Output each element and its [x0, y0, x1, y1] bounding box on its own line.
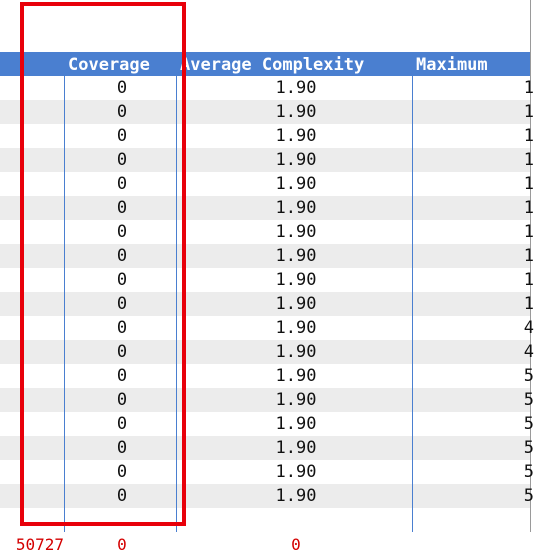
coverage-cell: 0 [116, 366, 128, 386]
coverage-cell: 0 [116, 318, 128, 338]
metrics-table-body: 0 1.90 1 0 1.90 1 0 1.90 1 0 1.90 1 0 1.90 1 0 1.90 1 0 1.9… [0, 76, 534, 532]
column-header-maximum[interactable]: Maximum [416, 55, 488, 75]
average-complexity-cell: 1.90 [275, 462, 317, 482]
coverage-cell: 0 [116, 414, 128, 434]
table-row[interactable]: 0 1.90 1 [0, 100, 534, 124]
coverage-cell: 0 [116, 174, 128, 194]
average-complexity-cell: 1.90 [275, 342, 317, 362]
coverage-cell: 0 [116, 78, 128, 98]
maximum-cell: 1 [523, 150, 534, 170]
column-divider [64, 52, 65, 532]
table-row[interactable]: 0 1.90 1 [0, 76, 534, 100]
average-complexity-cell: 1.90 [275, 366, 317, 386]
table-row[interactable]: 0 1.90 1 [0, 172, 534, 196]
maximum-cell [416, 508, 534, 532]
coverage-cell: 0 [116, 390, 128, 410]
maximum-cell: 1 [523, 174, 534, 194]
table-row[interactable]: 0 1.90 5 [0, 388, 534, 412]
coverage-cell: 0 [116, 438, 128, 458]
average-complexity-cell: 1.90 [275, 102, 317, 122]
table-row[interactable]: 0 1.90 1 [0, 292, 534, 316]
average-complexity-cell: 1.90 [275, 390, 317, 410]
total-coverage: 0 [117, 535, 127, 554]
table-row[interactable]: 0 1.90 1 [0, 268, 534, 292]
coverage-cell: 0 [116, 222, 128, 242]
maximum-cell: 4 [523, 318, 534, 338]
maximum-cell: 5 [523, 366, 534, 386]
table-row[interactable]: 0 1.90 1 [0, 220, 534, 244]
maximum-cell: 1 [523, 222, 534, 242]
average-complexity-cell: 1.90 [275, 318, 317, 338]
maximum-cell: 1 [523, 102, 534, 122]
table-row[interactable]: 0 1.90 1 [0, 244, 534, 268]
table-row[interactable]: 0 1.90 5 [0, 436, 534, 460]
table-row[interactable]: 0 1.90 1 [0, 124, 534, 148]
average-complexity-cell: 1.90 [275, 198, 317, 218]
maximum-cell: 1 [523, 126, 534, 146]
totals-row: 50727 0 0 [0, 532, 535, 556]
coverage-cell: 0 [116, 270, 128, 290]
average-complexity-cell: 1.90 [275, 438, 317, 458]
coverage-cell: 0 [116, 294, 128, 314]
maximum-cell: 5 [523, 438, 534, 458]
column-header-coverage[interactable]: Coverage [68, 55, 150, 75]
maximum-cell: 4 [523, 342, 534, 362]
coverage-cell: 0 [116, 126, 128, 146]
table-row[interactable]: 0 1.90 5 [0, 364, 534, 388]
column-header-average-complexity[interactable]: Average Complexity [180, 55, 365, 75]
table-row[interactable]: 0 1.90 4 [0, 316, 534, 340]
maximum-cell: 1 [523, 246, 534, 266]
average-complexity-cell: 1.90 [275, 246, 317, 266]
table-row[interactable]: 0 1.90 5 [0, 412, 534, 436]
total-average-complexity: 0 [291, 535, 301, 554]
average-complexity-cell: 1.90 [275, 294, 317, 314]
coverage-cell: 0 [116, 342, 128, 362]
coverage-cell: 0 [116, 150, 128, 170]
maximum-cell: 1 [523, 294, 534, 314]
table-row[interactable] [0, 508, 530, 532]
maximum-cell: 5 [523, 486, 534, 506]
table-row[interactable]: 0 1.90 1 [0, 148, 534, 172]
average-complexity-cell: 1.90 [275, 486, 317, 506]
maximum-cell: 1 [523, 78, 534, 98]
column-divider [176, 52, 177, 532]
average-complexity-cell: 1.90 [275, 78, 317, 98]
maximum-cell: 5 [523, 414, 534, 434]
window-right-border [530, 0, 531, 532]
highlight-box [20, 2, 186, 526]
maximum-cell: 1 [523, 198, 534, 218]
table-row[interactable]: 0 1.90 5 [0, 484, 534, 508]
coverage-cell: 0 [116, 486, 128, 506]
coverage-cell: 0 [116, 102, 128, 122]
average-complexity-cell: 1.90 [275, 222, 317, 242]
maximum-cell: 5 [523, 390, 534, 410]
table-row[interactable]: 0 1.90 1 [0, 196, 534, 220]
coverage-cell: 0 [116, 198, 128, 218]
average-complexity-cell: 1.90 [275, 270, 317, 290]
average-complexity-cell: 1.90 [275, 414, 317, 434]
total-value: 50727 [15, 535, 64, 554]
maximum-cell: 1 [523, 270, 534, 290]
average-complexity-cell [180, 508, 412, 532]
table-header: Coverage Average Complexity Maximum [0, 52, 530, 76]
coverage-cell: 0 [116, 462, 128, 482]
table-row[interactable]: 0 1.90 5 [0, 460, 534, 484]
maximum-cell: 5 [523, 462, 534, 482]
average-complexity-cell: 1.90 [275, 126, 317, 146]
column-divider [412, 52, 413, 532]
average-complexity-cell: 1.90 [275, 174, 317, 194]
coverage-cell: 0 [116, 246, 128, 266]
table-row[interactable]: 0 1.90 4 [0, 340, 534, 364]
average-complexity-cell: 1.90 [275, 150, 317, 170]
